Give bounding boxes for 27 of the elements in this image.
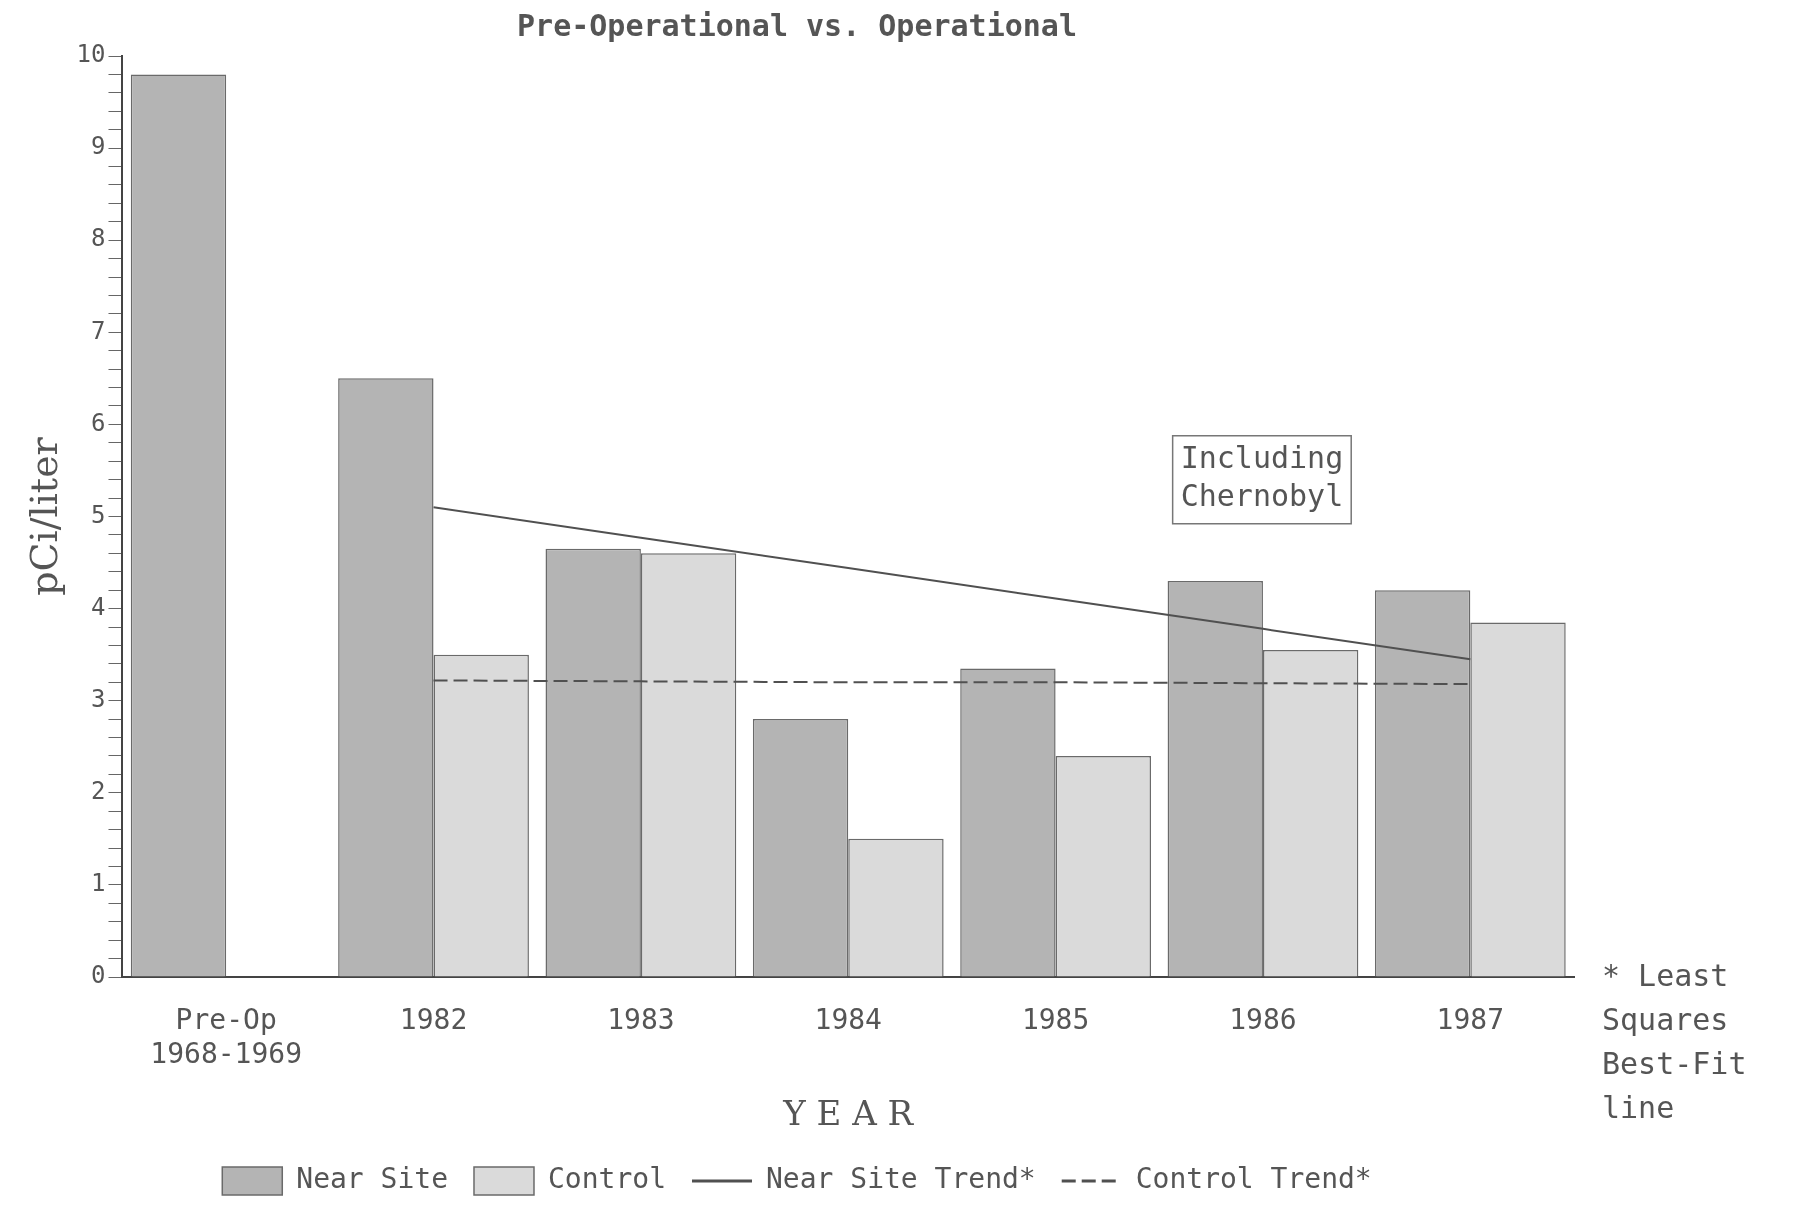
x-tick-label: Pre-Op 1968-1969 (150, 1003, 303, 1070)
y-tick-label: 1 (91, 869, 106, 898)
y-tick-label: 6 (91, 408, 106, 437)
x-tick-label: 1986 (1229, 1003, 1297, 1037)
legend-label: Control (548, 1162, 667, 1196)
y-axis-title: pCi/liter (21, 436, 66, 596)
text: * Least Squares Best-Fit line (1602, 957, 1747, 1125)
x-tick-label: 1985 (1021, 1003, 1090, 1037)
x-tick-label: 1983 (607, 1003, 675, 1037)
y-tick-label: 5 (91, 500, 106, 529)
x-axis-title: Y E A R (782, 1093, 915, 1134)
y-tick-label: 10 (76, 40, 106, 69)
y-tick-label: 9 (91, 132, 106, 161)
y-tick-label: 4 (91, 592, 106, 621)
y-tick-label: 8 (91, 224, 106, 253)
legend-label: Near Site Trend* (766, 1162, 1036, 1196)
annotation: Including Chernobyl (1180, 440, 1344, 514)
y-tick-label: 3 (91, 684, 106, 713)
x-tick-label: 1984 (814, 1003, 882, 1037)
y-tick-label: 7 (91, 316, 106, 345)
y-tick-label: 0 (91, 961, 106, 990)
legend-label: Near Site (296, 1162, 448, 1196)
x-tick-label: 1982 (399, 1003, 468, 1037)
chart-title: Pre-Operational vs. Operational (517, 7, 1077, 43)
x-tick-label: 1987 (1436, 1003, 1505, 1037)
y-tick-label: 2 (91, 777, 106, 806)
legend-label: Control Trend* (1135, 1162, 1372, 1196)
